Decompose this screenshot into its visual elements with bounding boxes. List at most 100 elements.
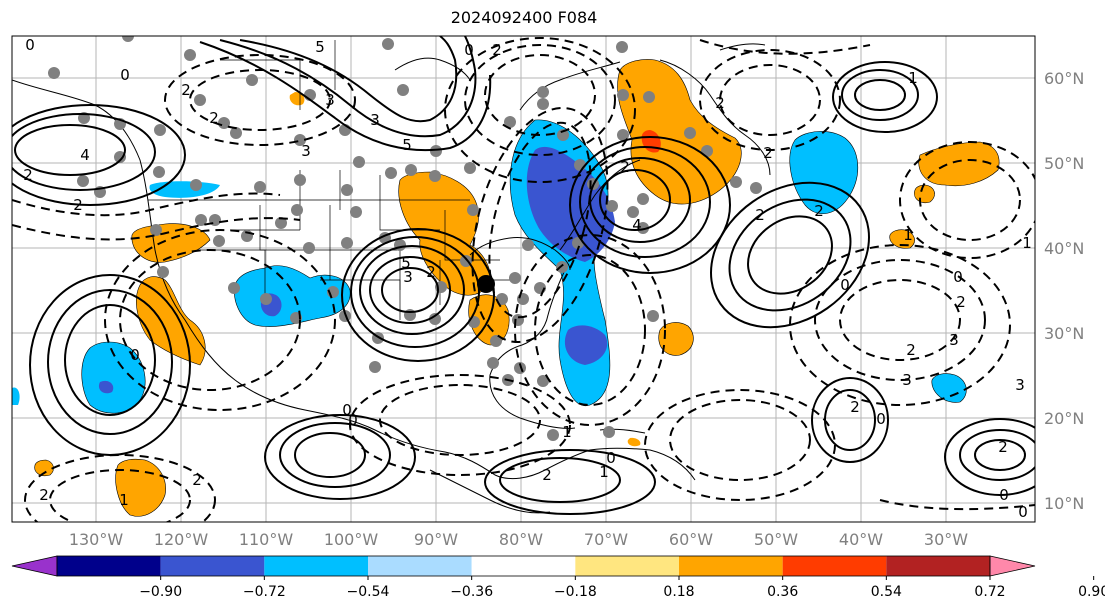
contour-value-label: 2 (906, 341, 916, 359)
contour-value-label: 2 (73, 196, 83, 214)
contour-value-label: 0 (342, 401, 352, 419)
contour-value-label: 1 (1022, 234, 1032, 252)
contour-value-label: 5 (401, 254, 411, 272)
station-dot (353, 156, 365, 168)
colorbar-segment (886, 556, 990, 576)
station-dot (157, 266, 169, 278)
station-dot (291, 204, 303, 216)
longitude-label: 80°W (499, 530, 543, 549)
longitude-label: 40°W (839, 530, 883, 549)
station-dot (537, 86, 549, 98)
map-title: 2024092400 F084 (450, 8, 598, 27)
contour-value-label: 0 (348, 411, 358, 429)
colorbar-tick-label: −0.18 (554, 584, 597, 600)
map-frame (11, 35, 1036, 523)
contour-value-label: 0 (25, 36, 35, 54)
dark-blue-region (98, 380, 114, 394)
station-dot (547, 429, 559, 441)
station-dot (490, 335, 502, 347)
station-dot (341, 237, 353, 249)
contour-value-label: 1 (119, 491, 129, 509)
latitude-labels: 60°N 50°N 40°N 30°N 20°N 10°N (1044, 69, 1084, 513)
station-dot (246, 74, 258, 86)
contour-value-label: 2 (492, 41, 502, 59)
station-dot (184, 49, 196, 61)
station-dot (537, 375, 549, 387)
colorbar-segment (575, 556, 679, 576)
contour-value-label: 5 (402, 136, 412, 154)
coastlines (12, 43, 771, 514)
contour-value-label: 3 (949, 331, 959, 349)
contour-value-label: 2 (620, 158, 630, 176)
storm-center-marker (477, 275, 495, 293)
colorbar-segment (679, 556, 783, 576)
light-blue-region (12, 387, 20, 405)
station-dot (504, 116, 516, 128)
colorbar-tick-label: 0.72 (974, 584, 1005, 600)
map-background (12, 36, 1035, 522)
contour-value-label: 2 (755, 206, 765, 224)
station-dot (556, 261, 568, 273)
contour-value-label: 2 (850, 398, 860, 416)
station-dot (460, 255, 472, 267)
station-dot (496, 293, 508, 305)
latitude-label: 10°N (1044, 494, 1084, 513)
dark-blue-region (564, 325, 608, 365)
station-dot (429, 313, 441, 325)
contour-value-label: 0 (840, 276, 850, 294)
orange-region (34, 459, 54, 477)
contour-value-label: 2 (763, 144, 773, 162)
colorbar-segment (160, 556, 265, 576)
contour-value-label: 5 (315, 38, 325, 56)
orange-region (889, 229, 915, 249)
station-dot (150, 224, 162, 236)
contour-value-label: 1 (599, 463, 609, 481)
station-dot (464, 162, 476, 174)
station-dot (341, 184, 353, 196)
station-dot (230, 127, 242, 139)
colorbar-segment (57, 556, 161, 576)
station-dot (537, 98, 549, 110)
contour-value-label: 1 (562, 423, 572, 441)
longitude-label: 50°W (754, 530, 798, 549)
contour-value-label: 0 (120, 66, 130, 84)
station-dot (429, 170, 441, 182)
station-dot (394, 239, 406, 251)
station-dot (730, 176, 742, 188)
colorbar-tick-label: 0.18 (663, 584, 694, 600)
longitude-label: 30°W (924, 530, 968, 549)
station-dot (557, 129, 569, 141)
station-dot (701, 145, 713, 157)
station-dot (637, 222, 649, 234)
station-dot (647, 310, 659, 322)
longitude-label: 90°W (414, 530, 458, 549)
colorbar-segment (368, 556, 472, 576)
colorbar-segment (264, 556, 368, 576)
station-dot (153, 166, 165, 178)
contour-value-label: 3 (403, 268, 413, 286)
contour-value-label: 1 (908, 69, 918, 87)
colorbar-tick-label: −0.54 (347, 584, 390, 600)
colorbar-tick-label: −0.72 (243, 584, 286, 600)
colorbar-tick-label: 0.90 (1078, 584, 1105, 600)
contour-value-label: 0 (999, 486, 1009, 504)
station-dot (254, 181, 266, 193)
station-dot (213, 235, 225, 247)
contour-value-label: 2 (715, 94, 725, 112)
station-dot (512, 314, 524, 326)
contour-value-label: 2 (956, 293, 966, 311)
station-dot (616, 41, 628, 53)
longitude-label: 70°W (584, 530, 628, 549)
station-dot (114, 151, 126, 163)
contour-value-label: 3 (301, 142, 311, 160)
station-dot (122, 36, 134, 42)
contour-value-label: 4 (80, 146, 90, 164)
contour-value-label: 2 (181, 81, 191, 99)
shaded-fields (12, 59, 1000, 517)
contour-value-label: 2 (39, 486, 49, 504)
colorbar-tick-label: −0.90 (139, 584, 182, 600)
station-dot (275, 217, 287, 229)
colorbar-extend-high (989, 555, 1036, 577)
contour-value-label: 2 (23, 166, 33, 184)
